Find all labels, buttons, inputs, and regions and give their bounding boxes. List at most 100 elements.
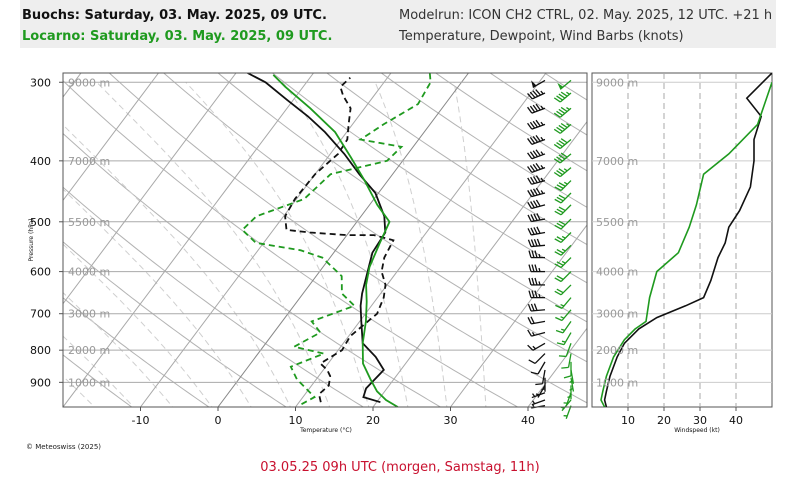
altitude-label: 7000 m [68, 155, 110, 168]
pressure-tick-label: 600 [30, 266, 51, 279]
wind-barb [527, 187, 546, 198]
dry-adiabat [20, 63, 60, 411]
wind-barb [567, 385, 572, 400]
wind-barb [563, 392, 572, 407]
wind-barb [527, 213, 546, 223]
isotherm [217, 73, 469, 407]
footer-text: 03.05.25 09h UTC (morgen, Samstag, 11h) [260, 460, 540, 475]
wind-barb [527, 119, 546, 130]
temperature-tick-label: 0 [215, 414, 222, 427]
wind-barb [527, 134, 546, 145]
wind-barb [527, 103, 546, 114]
wind-barb [527, 199, 546, 210]
wind-barb [554, 192, 572, 204]
wind-barb [527, 149, 546, 160]
wind-barb [553, 122, 572, 134]
wind-barb [558, 343, 572, 358]
wind-barb [554, 180, 572, 192]
variables-label: Temperature, Dewpoint, Wind Barbs (knots… [399, 29, 684, 44]
locarno-dewpoint-line [240, 73, 432, 405]
dry-adiabat [63, 241, 287, 407]
wind-barb [554, 257, 572, 269]
wind-barb [556, 332, 572, 346]
temperature-tick-label: 10 [289, 414, 303, 427]
pressure-tick-label: 900 [30, 376, 51, 389]
station2-title: Locarno: Saturday, 03. May. 2025, 09 UTC… [22, 29, 333, 44]
pressure-axis-label: Pressure (hPa) [28, 218, 35, 261]
wind-barb [527, 342, 546, 351]
wind-barb [555, 309, 572, 322]
wind-barb [553, 91, 572, 103]
temperature-tick-label: 20 [366, 414, 380, 427]
wind-barb [554, 232, 572, 243]
station1-title: Buochs: Saturday, 03. May. 2025, 09 UTC. [22, 8, 327, 23]
altitude-label: 9000 m [68, 76, 110, 89]
wind-barb [557, 79, 572, 90]
skew-frame [62, 72, 588, 408]
windspeed-altitude-label: 4000 m [596, 266, 638, 279]
wind-barb [553, 152, 572, 164]
altitude-label: 1000 m [68, 376, 110, 389]
wind-barbs [527, 79, 575, 419]
windspeed-altitude-label: 1000 m [596, 376, 638, 389]
wind-barb [528, 353, 546, 365]
modelrun-label: Modelrun: ICON CH2 CTRL, 02. May. 2025, … [399, 8, 773, 23]
windspeed-altitude-label: 2000 m [596, 344, 638, 357]
moist-adiabat [453, 82, 487, 407]
wind-barb [527, 89, 546, 100]
wind-barb [561, 353, 572, 369]
windspeed-altitude-label: 7000 m [596, 155, 638, 168]
windspeed-tick-label: 40 [729, 414, 743, 427]
dry-adiabat [63, 297, 210, 407]
isotherm [63, 73, 159, 202]
wind-barb [527, 316, 546, 325]
wind-barb [528, 250, 545, 259]
windspeed-grid [591, 72, 773, 408]
locarno-windspeed-line [600, 82, 772, 407]
windspeed-labels: 10 20 30 40 9000 m 7000 m 5500 m 4000 m 3000 m 20… [596, 76, 743, 434]
temperature-tick-label: 40 [521, 414, 535, 427]
windspeed-altitude-label: 9000 m [596, 76, 638, 89]
moist-adiabat [185, 81, 370, 407]
windspeed-altitude-label: 5500 m [596, 216, 638, 229]
buochs-windspeed-line [603, 73, 772, 407]
pressure-tick-label: 300 [30, 76, 51, 89]
wind-barb [554, 271, 572, 283]
altitude-label: 5500 m [68, 216, 110, 229]
wind-barb [527, 303, 546, 312]
locarno-temperature-line [272, 74, 399, 407]
windspeed-axis-label: Windspeed (kt) [674, 427, 720, 434]
dry-adiabat [63, 186, 365, 407]
skew-grid [20, 63, 587, 411]
wind-barb [527, 238, 546, 248]
wind-barb [553, 138, 572, 150]
moist-adiabat [63, 188, 252, 407]
isotherm [450, 224, 587, 407]
windspeed-tick-label: 10 [621, 414, 635, 427]
wind-barb [535, 369, 546, 386]
skew-series [240, 73, 432, 407]
skew-background [63, 73, 587, 407]
windspeed-altitude-label: 3000 m [596, 308, 638, 321]
wind-barb [554, 218, 572, 230]
dry-adiabat [63, 354, 133, 407]
windspeed-series [600, 73, 772, 407]
wind-barb [528, 264, 545, 273]
wind-barb [528, 290, 545, 299]
isotherm [295, 73, 547, 407]
isotherm [140, 73, 392, 407]
wind-barb [563, 361, 572, 379]
wind-barb [563, 405, 572, 419]
moist-adiabat [96, 81, 331, 407]
wind-barb [527, 329, 546, 337]
wind-barb [554, 244, 572, 256]
credit-text: © Meteoswiss (2025) [26, 443, 102, 451]
chart-header: Buochs: Saturday, 03. May. 2025, 09 UTC.… [20, 0, 776, 48]
wind-barb [553, 106, 572, 118]
buochs-temperature-line [247, 73, 387, 404]
wind-barb [555, 321, 572, 334]
temperature-axis-label: Temperature (°C) [299, 427, 352, 434]
wind-barb [531, 399, 546, 406]
